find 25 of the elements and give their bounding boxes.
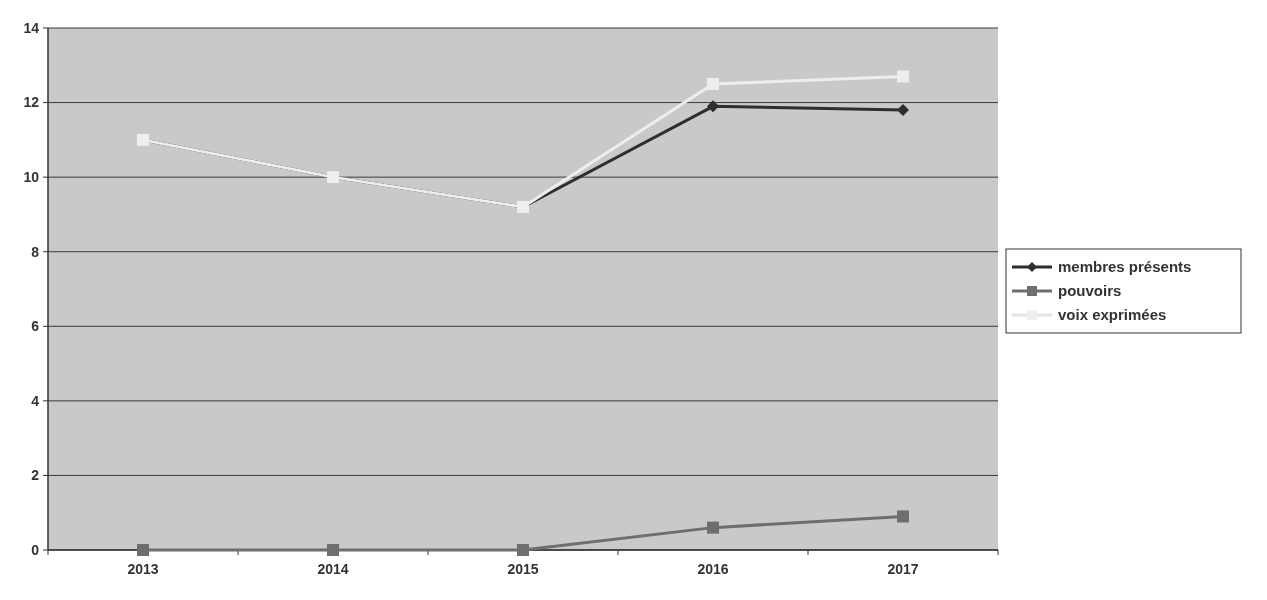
x-tick-label: 2014 (317, 561, 349, 577)
point (707, 521, 719, 534)
point (707, 77, 719, 90)
y-tick-label: 10 (23, 169, 40, 186)
y-tick-label: 12 (23, 94, 40, 111)
point (897, 510, 909, 523)
legend-label: membres présents (1058, 258, 1192, 276)
y-tick-label: 8 (31, 243, 40, 260)
legend-label: pouvoirs (1058, 282, 1122, 300)
x-tick-label: 2017 (887, 561, 919, 577)
y-tick-label: 2 (31, 467, 40, 484)
y-tick-label: 4 (31, 392, 40, 409)
point (517, 544, 529, 556)
y-tick-label: 6 (31, 318, 40, 335)
x-tick-label: 2015 (507, 561, 539, 577)
y-tick-label: 0 (31, 541, 40, 558)
point (137, 544, 149, 556)
x-tick-label: 2013 (127, 561, 159, 577)
point (897, 70, 909, 83)
legend-label: voix exprimées (1058, 306, 1167, 324)
point (707, 100, 719, 113)
y-tick-label: 14 (23, 19, 40, 36)
x-tick-label: 2016 (697, 561, 729, 577)
point (897, 104, 909, 117)
point (327, 544, 339, 556)
